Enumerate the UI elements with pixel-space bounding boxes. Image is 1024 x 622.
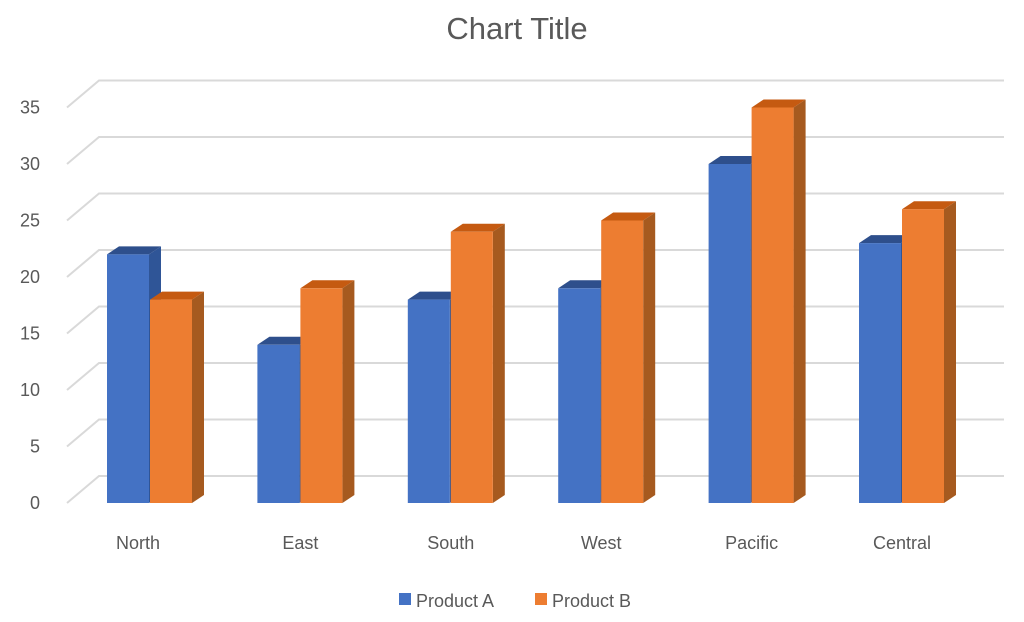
y-tick-labels: 0 5 10 15 20 25 30 35 [20, 98, 40, 514]
bar [257, 344, 300, 503]
category-label: North [116, 533, 160, 553]
bar [558, 288, 601, 503]
grid-line [66, 418, 1004, 448]
bar [751, 107, 794, 503]
y-tick-label: 5 [30, 437, 40, 457]
grid-layer [66, 79, 1004, 504]
grid-line [66, 305, 1004, 335]
bar-top [150, 291, 204, 300]
y-tick-label: 35 [20, 98, 40, 118]
bar-side [192, 291, 204, 503]
y-tick-label: 0 [30, 493, 40, 513]
bar-top [601, 212, 656, 221]
grid-line [66, 362, 1004, 391]
grid-line [66, 192, 1004, 222]
y-tick-label: 20 [20, 267, 40, 287]
bar-top [751, 99, 806, 108]
bar [601, 220, 644, 503]
bar-top [257, 336, 312, 345]
category-labels: North East South West Pacific Central [116, 533, 931, 553]
bar [107, 254, 149, 503]
category-label: Pacific [725, 533, 778, 553]
bar [300, 288, 343, 503]
y-tick-label: 15 [20, 324, 40, 344]
bar-top [859, 235, 913, 244]
grid-line [66, 249, 1004, 278]
legend-swatch [399, 593, 411, 605]
grid-line [66, 79, 1004, 109]
bars-layer [107, 99, 956, 504]
bar [407, 299, 450, 503]
bar-side [342, 280, 355, 503]
legend: Product A Product B [399, 591, 631, 611]
bar [708, 164, 751, 503]
bar-top [107, 246, 161, 255]
grid-line [66, 475, 1004, 504]
bar [902, 209, 944, 503]
bar-top [450, 223, 505, 232]
bar-side [944, 201, 956, 503]
bar [859, 243, 901, 503]
category-label: Central [873, 533, 931, 553]
bar [450, 231, 493, 504]
y-tick-label: 30 [20, 154, 40, 174]
chart-title: Chart Title [446, 11, 587, 46]
bar-top [407, 291, 462, 300]
bar-top [300, 280, 355, 289]
bar-side [643, 212, 656, 503]
legend-swatch [535, 593, 547, 605]
y-tick-label: 25 [20, 211, 40, 231]
bar-side [492, 223, 505, 504]
category-label: South [427, 533, 474, 553]
bar-side [793, 99, 806, 503]
bar-top [558, 280, 613, 289]
bar-top [902, 201, 956, 210]
legend-label: Product A [416, 591, 494, 611]
bar-top [708, 156, 763, 164]
legend-label: Product B [552, 591, 631, 611]
category-label: East [282, 533, 318, 553]
category-label: West [581, 533, 622, 553]
grid-line [66, 136, 1004, 165]
y-tick-label: 10 [20, 380, 40, 400]
bar [150, 299, 192, 503]
